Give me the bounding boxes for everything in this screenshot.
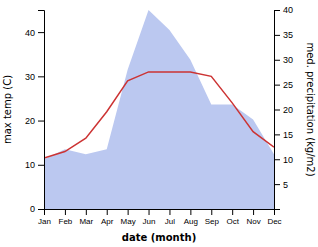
tick: Jun	[143, 209, 156, 226]
tick-mark	[149, 209, 150, 215]
tick-label: 30	[25, 72, 35, 82]
axis-line	[45, 210, 275, 216]
tick-label: Mar	[79, 217, 93, 226]
tick: 0	[30, 204, 44, 214]
tick: 30	[274, 55, 293, 65]
tick-label: Feb	[59, 217, 73, 226]
tick: 20	[274, 105, 293, 115]
tick: Jul	[165, 209, 175, 226]
tick-label: 20	[25, 116, 35, 126]
x-axis-title: date (month)	[122, 232, 196, 243]
tick-mark	[86, 209, 87, 215]
tick-label: Jan	[38, 217, 51, 226]
tick-mark	[38, 165, 44, 166]
tick: 30	[25, 72, 44, 82]
area	[44, 10, 274, 209]
tick-label: Jun	[143, 217, 156, 226]
tick-label: Sep	[205, 217, 220, 226]
axis-line	[38, 11, 45, 210]
y2-axis: 5 10 15 20 25 30 35 40	[274, 5, 293, 209]
tick: Oct	[226, 209, 239, 226]
tick-mark	[274, 184, 280, 185]
tick-mark	[274, 35, 280, 36]
y2-axis-title: med. precipitation (kg/m2)	[305, 42, 316, 176]
tick-label: 5	[283, 180, 288, 190]
tick-mark	[211, 209, 212, 215]
tick-mark	[274, 85, 280, 86]
tick-label: Nov	[246, 217, 260, 226]
tick-mark	[38, 32, 44, 33]
y-axis-title: max temp (C)	[2, 75, 13, 144]
tick-label: May	[121, 217, 136, 226]
tick-mark	[274, 10, 280, 11]
tick-label: Dec	[267, 217, 281, 226]
tick-label: 10	[283, 155, 293, 165]
tick-label: Aug	[184, 217, 198, 226]
tick: 5	[274, 180, 288, 190]
tick-mark	[169, 209, 170, 215]
tick: 10	[274, 155, 293, 165]
tick-label: Oct	[226, 217, 239, 226]
tick-mark	[274, 159, 280, 160]
tick-label: 35	[283, 30, 293, 40]
tick-label: 30	[283, 55, 293, 65]
tick: Mar	[79, 209, 93, 226]
tick: 40	[274, 5, 293, 15]
tick-mark	[274, 134, 280, 135]
tick-mark	[253, 209, 254, 215]
tick-mark	[274, 110, 280, 111]
tick-mark	[274, 60, 280, 61]
tick: 10	[25, 160, 44, 170]
tick-label: 15	[283, 130, 293, 140]
tick-mark	[232, 209, 233, 215]
tick: Sep	[205, 209, 220, 226]
marks	[44, 10, 274, 209]
tick: 15	[274, 130, 293, 140]
chart: Jan Feb Mar Apr May Jun Jul Aug Sep Oct Nov Dec 0 10 2…	[0, 0, 318, 247]
line	[44, 72, 274, 158]
tick-label: 20	[283, 105, 293, 115]
tick: 35	[274, 30, 293, 40]
tick-mark	[38, 76, 44, 77]
tick: Aug	[184, 209, 198, 226]
tick-label: 40	[25, 27, 35, 37]
tick-label: 0	[30, 204, 35, 214]
tick: Jan	[38, 209, 51, 226]
tick: Nov	[246, 209, 260, 226]
y-axis: 0 10 20 30 40	[25, 11, 45, 215]
tick: May	[121, 209, 136, 226]
tick-label: 10	[25, 160, 35, 170]
tick: 40	[25, 27, 44, 37]
tick-mark	[65, 209, 66, 215]
tick-label: 40	[283, 5, 293, 15]
tick-label: 25	[283, 80, 293, 90]
tick-mark	[190, 209, 191, 215]
tick: Dec	[267, 209, 281, 226]
tick-mark	[38, 121, 44, 122]
tick-label: Jul	[165, 217, 175, 226]
tick: 25	[274, 80, 293, 90]
tick: Feb	[59, 209, 73, 226]
x-axis: Jan Feb Mar Apr May Jun Jul Aug Sep Oct Nov Dec	[38, 209, 282, 226]
tick: 20	[25, 116, 44, 126]
tick-mark	[128, 209, 129, 215]
axis-line	[275, 11, 281, 210]
tick-mark	[107, 209, 108, 215]
tick-mark	[38, 209, 44, 210]
tick: Apr	[101, 209, 114, 226]
tick-label: Apr	[101, 217, 114, 226]
plot: Jan Feb Mar Apr May Jun Jul Aug Sep Oct Nov Dec 0 10 2…	[25, 5, 293, 225]
